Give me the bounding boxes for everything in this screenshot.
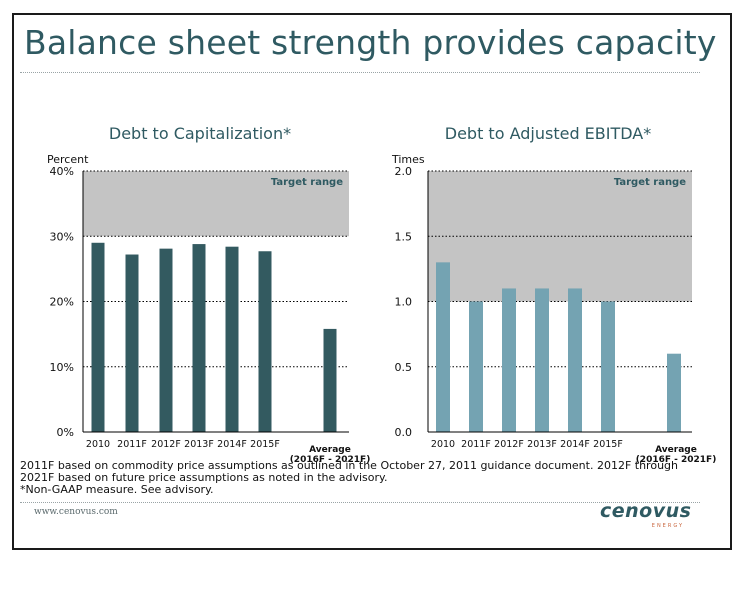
y-axis-label: Times (391, 153, 425, 166)
footer-divider (20, 502, 700, 503)
y-tick-label: 2.0 (395, 165, 413, 178)
x-tick-label: 2015F (593, 439, 623, 450)
bar (91, 242, 105, 432)
x-tick-label: 2013F (184, 439, 214, 450)
y-tick-label: 0.0 (395, 426, 413, 439)
chart-title: Debt to Capitalization* (109, 124, 291, 143)
chart-title: Debt to Adjusted EBITDA* (445, 124, 652, 143)
website-link[interactable]: www.cenovus.com (34, 507, 118, 517)
bar (502, 288, 516, 432)
bar (225, 246, 239, 432)
x-tick-label: 2011F (117, 439, 147, 450)
target-range-label: Target range (614, 177, 686, 188)
bar (258, 251, 272, 432)
x-tick-label: 2014F (217, 439, 247, 450)
target-range-band (428, 171, 692, 302)
logo-wordmark: cenovus (600, 500, 692, 522)
target-range-band (83, 171, 349, 237)
target-range-label: Target range (271, 177, 343, 188)
y-tick-label: 40% (50, 165, 74, 178)
bar (535, 288, 549, 432)
x-tick-label: 2010 (431, 439, 455, 450)
x-tick-label-line: Average (309, 445, 351, 455)
bar (436, 262, 450, 432)
bar (667, 353, 681, 432)
footnote-line: *Non-GAAP measure. See advisory. (20, 483, 214, 496)
title-divider (20, 72, 700, 73)
cenovus-logo: cenovus ENERGY (600, 500, 700, 530)
bar (601, 301, 615, 432)
bar (159, 248, 173, 432)
bar (469, 301, 483, 432)
x-tick-label: Average (2016F - 2021F) (290, 445, 371, 465)
bar (568, 288, 582, 432)
footnote-line: 2021F based on future price assumptions … (20, 471, 388, 484)
footnotes: 2011F based on commodity price assumptio… (20, 460, 710, 496)
y-tick-label: 1.5 (395, 230, 413, 243)
bar (323, 328, 337, 432)
bar (192, 244, 206, 432)
x-tick-label: 2012F (494, 439, 524, 450)
x-tick-label: 2011F (461, 439, 491, 450)
bar (125, 254, 139, 432)
page-title: Balance sheet strength provides capacity (24, 23, 717, 62)
footnote-line: 2011F based on commodity price assumptio… (20, 459, 678, 472)
y-tick-label: 1.0 (395, 296, 413, 309)
x-tick-label: 2015F (250, 439, 280, 450)
x-tick-label: 2010 (86, 439, 110, 450)
y-tick-label: 0.5 (395, 361, 413, 374)
x-tick-label-line: (2016F - 2021F) (290, 455, 371, 465)
y-tick-label: 10% (50, 361, 74, 374)
y-axis-label: Percent (47, 153, 89, 166)
x-tick-label-line: Average (655, 445, 697, 455)
x-tick-label-line: (2016F - 2021F) (636, 455, 717, 465)
y-tick-label: 0% (57, 426, 74, 439)
x-tick-label: Average (2016F - 2021F) (636, 445, 717, 465)
x-tick-label: 2013F (527, 439, 557, 450)
y-tick-label: 30% (50, 230, 74, 243)
x-tick-label: 2014F (560, 439, 590, 450)
logo-tagline: ENERGY (651, 523, 684, 529)
y-tick-label: 20% (50, 296, 74, 309)
x-tick-label: 2012F (151, 439, 181, 450)
